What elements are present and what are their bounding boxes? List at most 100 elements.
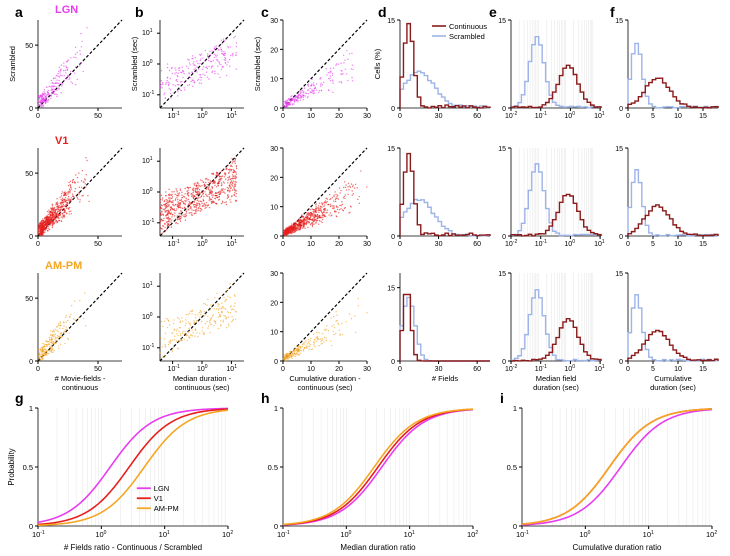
svg-text:0: 0: [281, 366, 285, 373]
svg-text:0: 0: [36, 241, 40, 248]
svg-text:0: 0: [619, 106, 623, 113]
svg-text:10-1: 10-1: [535, 364, 547, 373]
svg-text:# Fields: # Fields: [432, 374, 459, 383]
svg-text:1: 1: [274, 404, 278, 413]
svg-text:101: 101: [142, 28, 153, 37]
svg-text:15: 15: [387, 146, 395, 153]
svg-text:0: 0: [274, 234, 278, 241]
svg-text:20: 20: [270, 300, 278, 307]
svg-text:10: 10: [307, 241, 315, 248]
svg-text:Scrambled (sec): Scrambled (sec): [130, 36, 139, 91]
svg-text:50: 50: [25, 43, 33, 50]
svg-text:Cumulative: Cumulative: [654, 374, 692, 383]
svg-text:20: 20: [335, 241, 343, 248]
svg-text:60: 60: [473, 241, 481, 248]
svg-text:Cumulative duration ratio: Cumulative duration ratio: [573, 543, 662, 552]
svg-text:continuous: continuous: [62, 383, 99, 392]
svg-text:20: 20: [270, 47, 278, 54]
svg-text:0: 0: [398, 113, 402, 120]
svg-text:10-1: 10-1: [277, 530, 290, 539]
svg-text:0: 0: [29, 359, 33, 366]
svg-text:30: 30: [435, 366, 443, 373]
svg-text:duration (sec): duration (sec): [533, 383, 579, 392]
svg-text:0: 0: [391, 234, 395, 241]
svg-text:101: 101: [226, 111, 237, 120]
svg-text:10-1: 10-1: [142, 343, 154, 352]
svg-text:5: 5: [651, 366, 655, 373]
svg-text:100: 100: [197, 364, 208, 373]
svg-text:102: 102: [706, 530, 717, 539]
svg-text:10-2: 10-2: [505, 111, 517, 120]
svg-text:0: 0: [502, 234, 506, 241]
svg-text:10: 10: [270, 77, 278, 84]
svg-text:1: 1: [513, 404, 517, 413]
svg-text:0: 0: [274, 106, 278, 113]
svg-text:0: 0: [502, 359, 506, 366]
svg-text:101: 101: [226, 364, 237, 373]
svg-text:0.5: 0.5: [23, 463, 33, 472]
svg-text:101: 101: [142, 156, 153, 165]
svg-text:Median duration -: Median duration -: [173, 374, 232, 383]
svg-text:Median field: Median field: [536, 374, 576, 383]
svg-text:0: 0: [626, 113, 630, 120]
svg-text:0: 0: [398, 366, 402, 373]
svg-text:100: 100: [142, 312, 153, 321]
svg-text:# Fields ratio - Continuous /: # Fields ratio - Continuous / Scrambled: [64, 543, 202, 552]
svg-text:15: 15: [615, 271, 623, 278]
svg-text:0: 0: [281, 241, 285, 248]
svg-text:10-1: 10-1: [142, 90, 154, 99]
svg-text:50: 50: [94, 366, 102, 373]
svg-text:15: 15: [498, 18, 506, 25]
svg-text:Cumulative duration -: Cumulative duration -: [289, 374, 361, 383]
svg-text:Scrambled (sec): Scrambled (sec): [253, 36, 262, 91]
svg-text:20: 20: [335, 366, 343, 373]
svg-text:10: 10: [270, 330, 278, 337]
svg-text:15: 15: [699, 113, 707, 120]
svg-text:10-1: 10-1: [516, 530, 529, 539]
svg-text:0.5: 0.5: [268, 463, 278, 472]
svg-text:30: 30: [363, 241, 371, 248]
svg-text:10: 10: [270, 205, 278, 212]
svg-text:15: 15: [699, 241, 707, 248]
svg-text:101: 101: [404, 530, 415, 539]
svg-text:10-1: 10-1: [32, 530, 45, 539]
svg-text:30: 30: [435, 113, 443, 120]
svg-text:0: 0: [619, 359, 623, 366]
svg-text:102: 102: [222, 530, 233, 539]
svg-text:0: 0: [391, 106, 395, 113]
svg-text:0: 0: [502, 106, 506, 113]
svg-text:30: 30: [435, 241, 443, 248]
svg-text:15: 15: [615, 18, 623, 25]
svg-text:50: 50: [25, 296, 33, 303]
svg-text:10: 10: [674, 241, 682, 248]
svg-text:101: 101: [142, 281, 153, 290]
svg-text:10-1: 10-1: [535, 239, 547, 248]
svg-text:30: 30: [270, 271, 278, 278]
svg-text:100: 100: [579, 530, 590, 539]
svg-text:0: 0: [274, 359, 278, 366]
svg-text:100: 100: [142, 59, 153, 68]
svg-text:101: 101: [594, 111, 605, 120]
svg-text:20: 20: [270, 175, 278, 182]
svg-text:10-1: 10-1: [168, 364, 180, 373]
svg-text:10: 10: [674, 366, 682, 373]
svg-text:30: 30: [270, 146, 278, 153]
svg-text:100: 100: [142, 187, 153, 196]
svg-text:0: 0: [29, 106, 33, 113]
svg-text:15: 15: [498, 271, 506, 278]
svg-text:0: 0: [619, 234, 623, 241]
svg-text:101: 101: [159, 530, 170, 539]
svg-text:AM-PM: AM-PM: [154, 504, 179, 513]
svg-text:15: 15: [387, 18, 395, 25]
svg-text:10-1: 10-1: [535, 111, 547, 120]
svg-text:V1: V1: [154, 494, 163, 503]
svg-text:continuous (sec): continuous (sec): [297, 383, 353, 392]
svg-text:LGN: LGN: [154, 484, 169, 493]
svg-text:Continuous: Continuous: [449, 22, 487, 31]
svg-text:0: 0: [398, 241, 402, 248]
svg-text:Probability: Probability: [7, 448, 16, 485]
svg-text:0: 0: [36, 366, 40, 373]
svg-text:15: 15: [699, 366, 707, 373]
svg-text:100: 100: [564, 111, 575, 120]
svg-text:5: 5: [651, 241, 655, 248]
